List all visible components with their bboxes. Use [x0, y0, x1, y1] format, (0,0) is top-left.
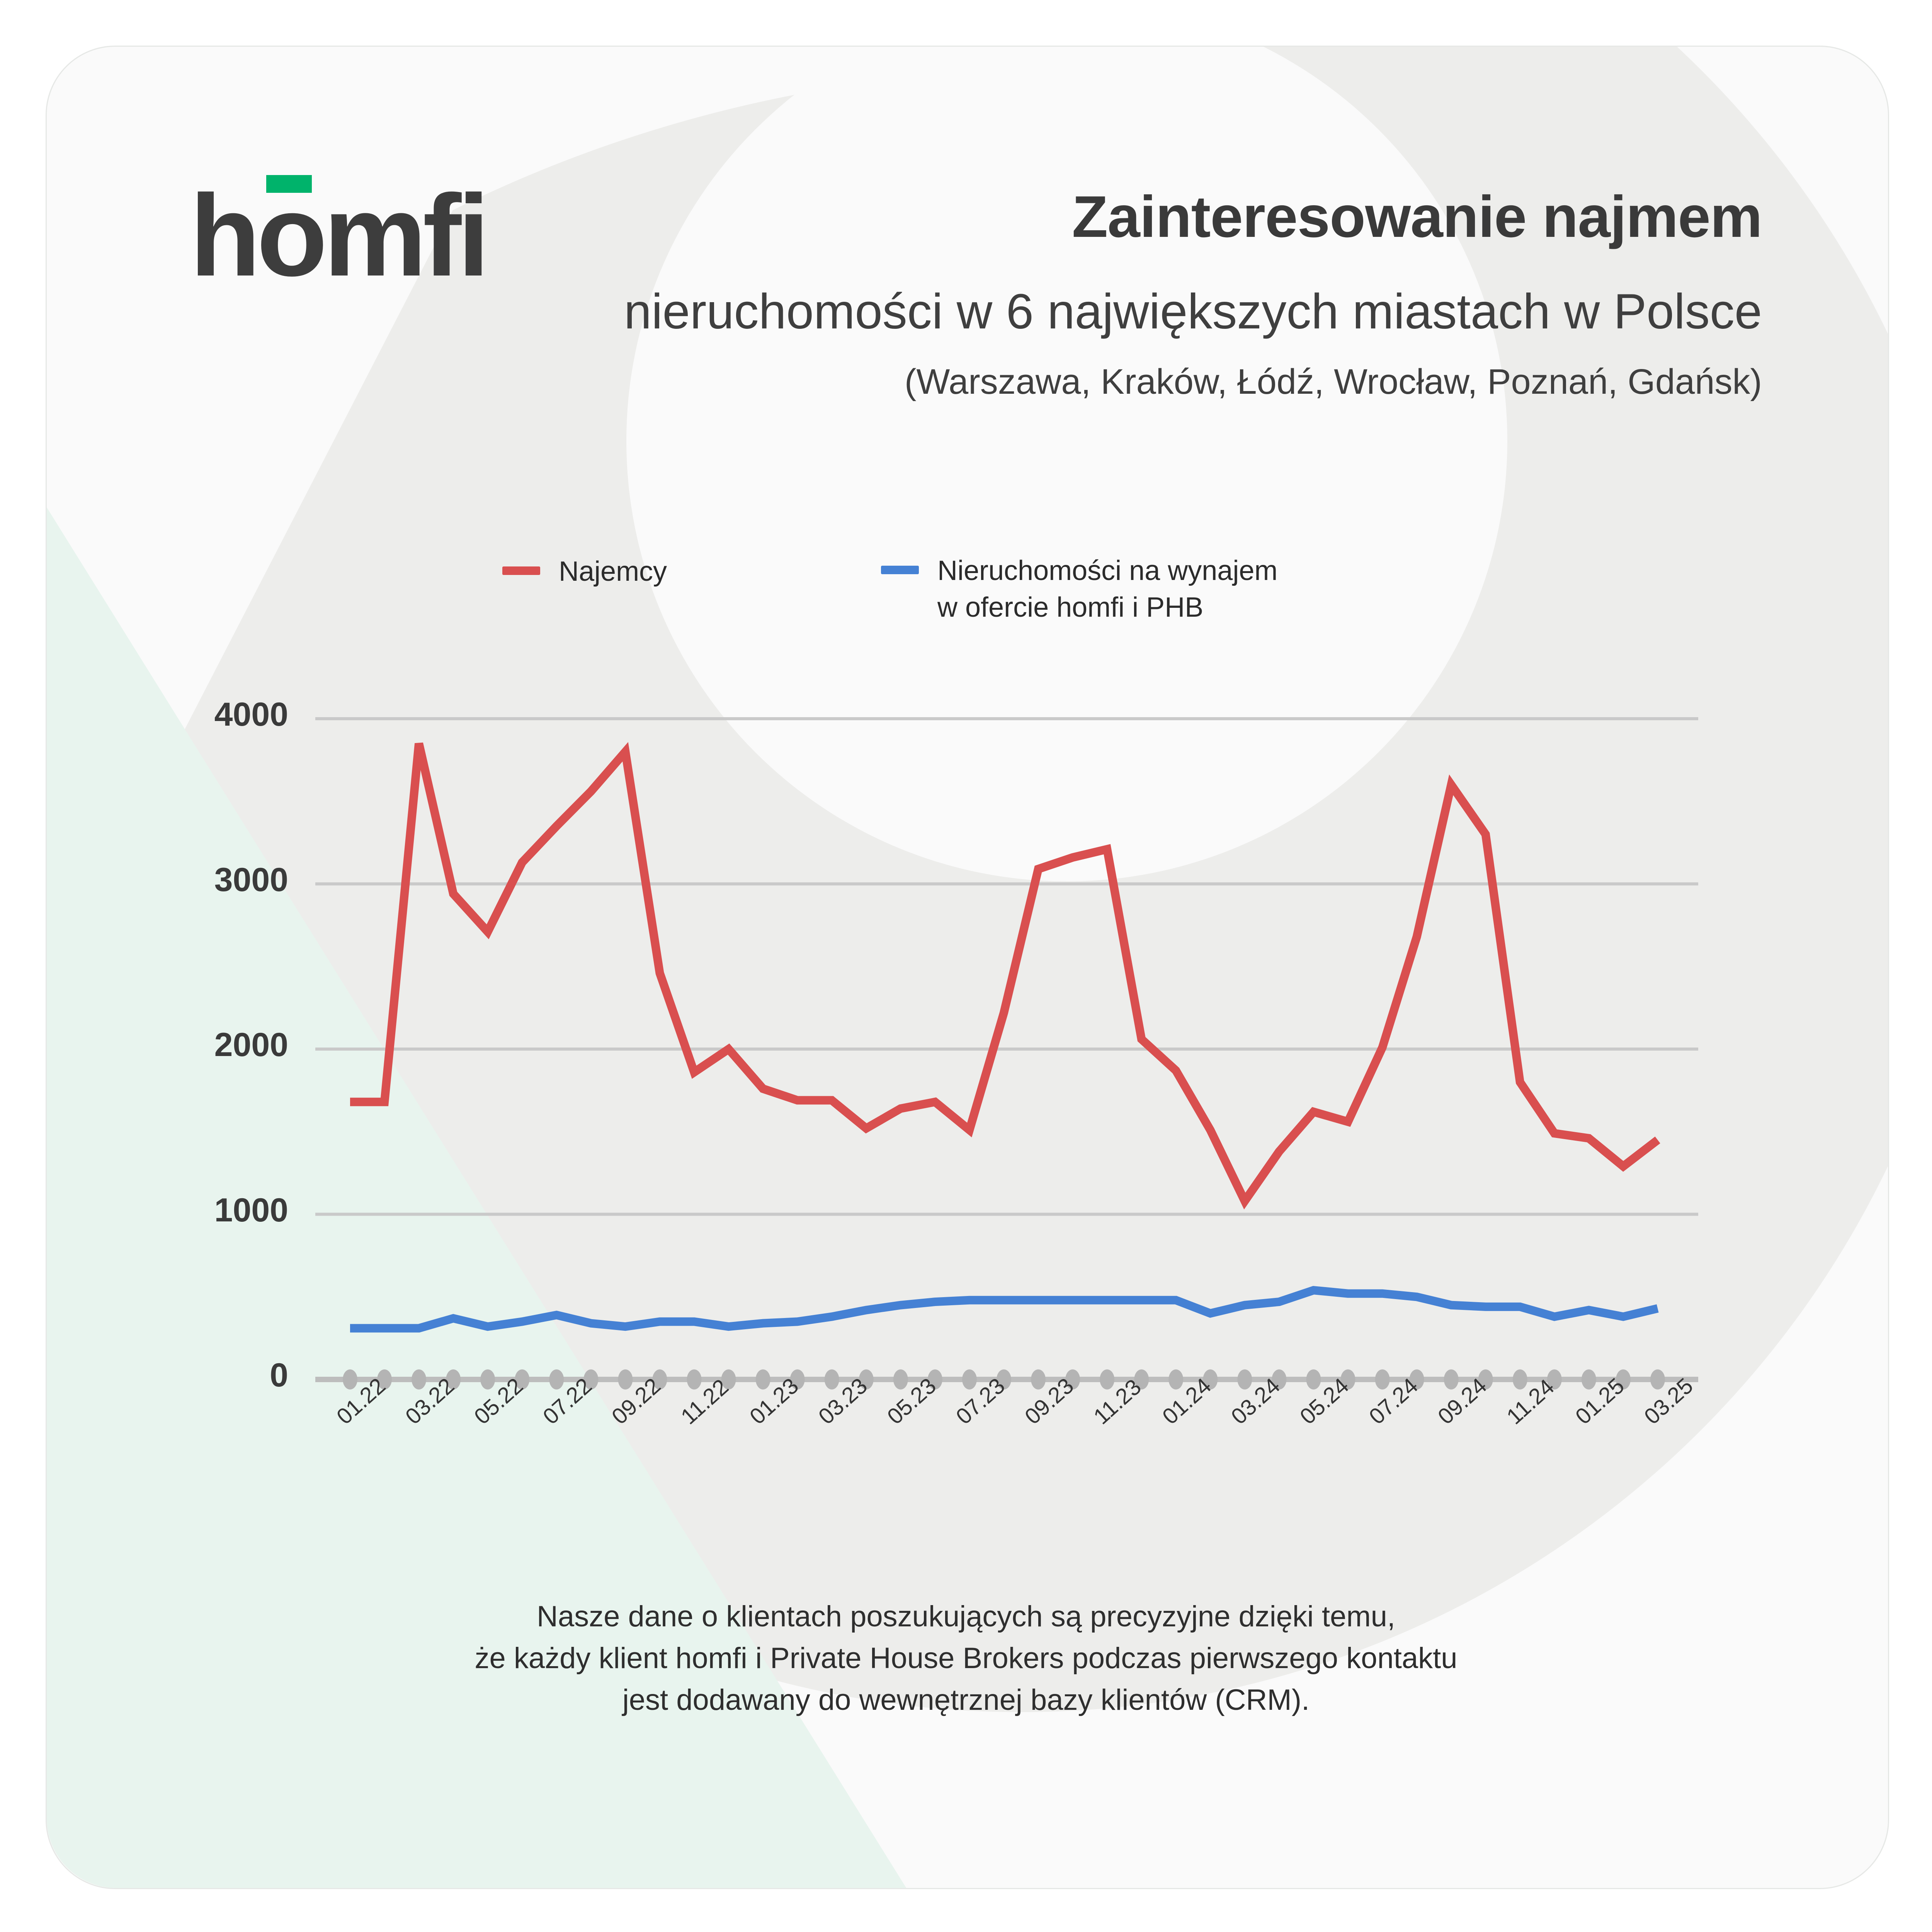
- x-axis-marker: [1375, 1369, 1390, 1389]
- series-line-najemcy: [350, 742, 1660, 1210]
- x-axis-marker: [893, 1369, 908, 1389]
- x-axis-marker: [1444, 1369, 1459, 1389]
- x-axis-marker: [412, 1369, 427, 1389]
- x-axis-marker: [618, 1369, 633, 1389]
- x-axis-marker: [1031, 1369, 1046, 1389]
- x-axis-marker: [549, 1369, 564, 1389]
- svg-text:homfi: homfi: [190, 174, 486, 286]
- chart-legend: Najemcy Nieruchomości na wynajem w oferc…: [502, 545, 1662, 641]
- x-axis-marker: [755, 1369, 770, 1389]
- x-axis-marker: [343, 1369, 357, 1389]
- x-axis-marker: [1203, 1369, 1218, 1389]
- x-axis-marker: [377, 1369, 392, 1389]
- x-axis-marker: [1547, 1369, 1562, 1389]
- page-subtitle: nieruchomości w 6 największych miastach …: [624, 284, 1762, 339]
- homfi-logo: homfi: [190, 174, 490, 286]
- x-axis-marker: [1272, 1369, 1287, 1389]
- x-axis-marker: [997, 1369, 1011, 1389]
- page-cities-note: (Warszawa, Kraków, Łódź, Wrocław, Poznań…: [904, 362, 1762, 401]
- x-axis-marker: [1065, 1369, 1080, 1389]
- x-axis-marker: [446, 1369, 461, 1389]
- x-axis-marker: [962, 1369, 977, 1389]
- x-axis-marker: [721, 1369, 736, 1389]
- y-axis-tick-label: 4000: [214, 696, 288, 733]
- page-title: Zainteresowanie najmem: [1072, 184, 1762, 250]
- footer-caption: Nasze dane o klientach poszukujących są …: [474, 1600, 1458, 1716]
- x-axis-marker: [1134, 1369, 1149, 1389]
- legend-label-najemcy: Najemcy: [559, 556, 667, 587]
- x-axis-marker: [1478, 1369, 1493, 1389]
- x-axis-marker: [1340, 1369, 1355, 1389]
- x-axis-marker: [1306, 1369, 1321, 1389]
- x-axis-marker: [859, 1369, 874, 1389]
- legend-swatch-red: [502, 566, 540, 575]
- x-axis-marker: [1581, 1369, 1596, 1389]
- legend-label-nieruchomosci: Nieruchomości na wynajem w ofercie homfi…: [937, 555, 1278, 623]
- y-axis-tick-label: 2000: [214, 1026, 288, 1063]
- x-axis-marker: [583, 1369, 599, 1389]
- x-axis-marker: [1237, 1369, 1252, 1389]
- background-decoration: [47, 47, 1888, 1888]
- x-axis-marker: [1616, 1369, 1631, 1389]
- series-line-nieruchomosci: [350, 1286, 1659, 1333]
- x-axis-marker: [1168, 1369, 1184, 1389]
- x-axis-marker: [824, 1369, 839, 1389]
- y-axis-tick-label: 1000: [214, 1191, 288, 1229]
- x-axis-marker: [1409, 1369, 1424, 1389]
- infographic-card: homfi: [46, 46, 1889, 1889]
- x-axis-marker: [1100, 1369, 1115, 1389]
- legend-swatch-blue: [881, 566, 919, 574]
- x-axis-marker: [687, 1369, 702, 1389]
- x-axis-marker: [927, 1369, 942, 1389]
- y-axis-tick-label: 0: [270, 1357, 288, 1394]
- y-axis-tick-label: 3000: [214, 861, 288, 898]
- x-axis-marker: [1650, 1369, 1665, 1389]
- x-axis-marker: [652, 1369, 667, 1389]
- legend-item-nieruchomosci[interactable]: Nieruchomości na wynajem w ofercie homfi…: [881, 553, 1277, 626]
- legend-item-najemcy[interactable]: Najemcy: [502, 553, 667, 590]
- x-axis-marker: [1512, 1369, 1527, 1389]
- logo-accent-bar: [266, 175, 312, 193]
- x-axis-marker: [480, 1369, 495, 1389]
- x-axis-marker: [515, 1369, 530, 1389]
- x-axis-marker: [790, 1369, 805, 1389]
